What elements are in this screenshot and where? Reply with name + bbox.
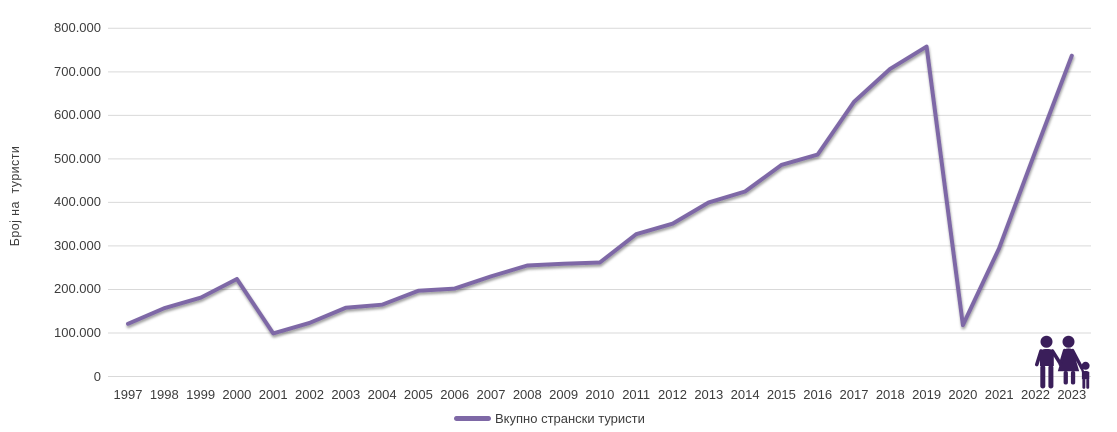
y-tick-label: 300.000	[54, 237, 101, 253]
x-tick-label: 2020	[948, 387, 978, 402]
x-tick-label: 2017	[839, 387, 869, 402]
legend-line-marker	[454, 415, 491, 421]
legend: Вкупно странски туристи	[454, 408, 645, 428]
x-tick-label: 1998	[149, 387, 179, 402]
x-tick-label: 2013	[694, 387, 724, 402]
x-tick-label: 2000	[222, 387, 252, 402]
x-tick-label: 2018	[875, 387, 905, 402]
x-tick-label: 2007	[476, 387, 506, 402]
x-tick-label: 2023	[1057, 387, 1087, 402]
x-tick-label: 2021	[984, 387, 1014, 402]
x-tick-label: 2015	[766, 387, 796, 402]
y-tick-label: 500.000	[54, 150, 101, 166]
y-tick-label: 700.000	[54, 63, 101, 79]
x-tick-label: 2010	[585, 387, 615, 402]
x-tick-label: 2009	[549, 387, 579, 402]
y-tick-label: 100.000	[54, 324, 101, 340]
y-tick-label: 800.000	[54, 20, 101, 36]
y-tick-label: 0	[93, 368, 101, 384]
y-tick-label: 400.000	[54, 194, 101, 210]
legend-label: Вкупно странски туристи	[495, 410, 645, 426]
x-tick-label: 2008	[512, 387, 542, 402]
x-tick-label: 2012	[658, 387, 687, 402]
x-tick-label: 2019	[912, 387, 942, 402]
x-tick-label: 2006	[440, 387, 470, 402]
x-tick-label: 2004	[367, 387, 397, 402]
y-axis-title: Број на туристи	[8, 145, 22, 247]
y-tick-label: 200.000	[54, 281, 101, 297]
family-icon	[1035, 335, 1090, 389]
gridlines	[108, 27, 1091, 377]
x-tick-label: 1999	[186, 387, 216, 402]
x-tick-label: 2022	[1021, 387, 1050, 402]
x-tick-label: 2016	[803, 387, 833, 402]
x-tick-label: 2001	[258, 387, 288, 402]
series-line	[126, 44, 1074, 336]
x-tick-label: 1997	[113, 387, 143, 402]
x-tick-label: 2014	[730, 387, 760, 402]
x-tick-label: 2003	[331, 387, 361, 402]
x-tick-label: 2011	[622, 387, 651, 402]
x-tick-label: 2002	[295, 387, 324, 402]
x-tick-label: 2005	[403, 387, 433, 402]
y-tick-label: 600.000	[54, 107, 101, 123]
